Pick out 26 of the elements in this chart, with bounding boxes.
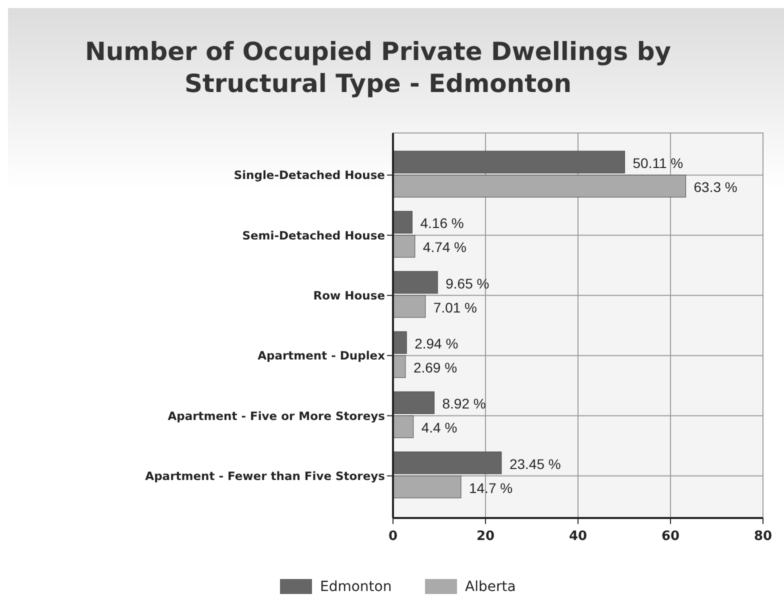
- y-tick-label: Semi-Detached House: [242, 228, 386, 242]
- data-label: 8.92 %: [442, 396, 486, 412]
- x-tick-label: 20: [476, 529, 495, 544]
- x-tick-label: 60: [661, 529, 680, 544]
- data-label: 50.11 %: [632, 154, 684, 171]
- y-tick-label: Single-Detached House: [234, 168, 386, 182]
- data-label: 4.4 %: [421, 420, 458, 436]
- data-label: 14.7 %: [468, 480, 513, 496]
- y-tick-label: Apartment - Duplex: [258, 348, 386, 363]
- legend-label: Alberta: [465, 578, 516, 595]
- chart-title: Number of Occupied Private Dwellings by Structural Type - Edmonton: [84, 37, 672, 98]
- data-label: 63.3 %: [694, 179, 738, 196]
- x-tick-label: 80: [754, 529, 772, 544]
- data-label: 7.01 %: [433, 299, 478, 316]
- y-tick-label: Row House: [313, 288, 386, 302]
- data-label: 9.65 %: [446, 275, 490, 292]
- data-label: 4.16 %: [420, 215, 464, 232]
- x-tick-label: 40: [568, 529, 588, 544]
- x-tick-label: 0: [388, 529, 398, 544]
- data-label: 4.74 %: [422, 239, 467, 256]
- legend-label: Edmonton: [320, 578, 392, 595]
- y-tick-label: Apartment - Fewer than Five Storeys: [145, 468, 386, 483]
- data-label: 2.94 %: [414, 335, 458, 352]
- data-label: 23.45 %: [509, 456, 561, 472]
- data-label: 2.69 %: [413, 360, 458, 376]
- y-tick-label: Apartment - Five or More Storeys: [168, 408, 386, 423]
